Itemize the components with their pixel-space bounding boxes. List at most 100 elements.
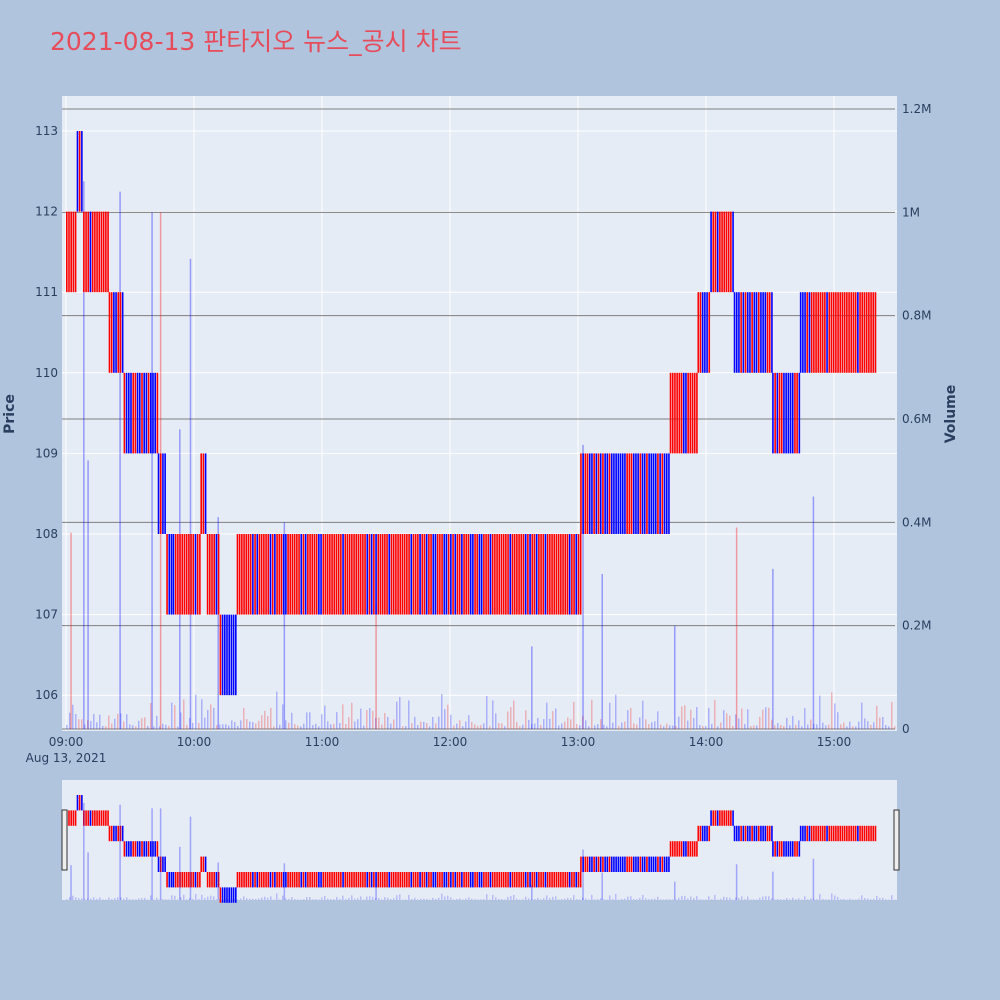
volume-bar bbox=[684, 705, 686, 729]
volume-bar bbox=[831, 692, 833, 729]
main-plot-area[interactable] bbox=[62, 96, 897, 731]
mini-candle bbox=[401, 872, 404, 888]
candle bbox=[249, 534, 252, 615]
mini-volume-bar bbox=[840, 899, 842, 900]
volume-bar bbox=[771, 719, 773, 729]
volume-bar bbox=[894, 726, 896, 729]
mini-candle bbox=[168, 872, 171, 888]
candle bbox=[874, 292, 877, 373]
mini-candle bbox=[215, 872, 218, 888]
candle bbox=[337, 534, 340, 615]
mini-volume-bar bbox=[195, 893, 197, 900]
candle bbox=[821, 292, 824, 373]
mini-volume-bar bbox=[879, 897, 881, 900]
volume-bar bbox=[402, 726, 404, 729]
mini-candle bbox=[196, 872, 199, 888]
volume-bar bbox=[663, 726, 665, 729]
mini-candle bbox=[799, 825, 802, 842]
volume-bar bbox=[195, 694, 197, 729]
volume-bar bbox=[111, 723, 113, 729]
mini-candle bbox=[701, 825, 704, 842]
mini-candle bbox=[802, 825, 804, 842]
mini-candle bbox=[434, 872, 437, 888]
candle bbox=[804, 292, 806, 373]
candle bbox=[529, 534, 531, 615]
volume-bar bbox=[357, 719, 359, 729]
mini-volume-bar bbox=[690, 896, 692, 900]
mini-volume-bar bbox=[843, 898, 845, 900]
mini-candle bbox=[828, 825, 831, 842]
mini-candle bbox=[839, 825, 842, 842]
volume-bar bbox=[339, 722, 341, 729]
candle bbox=[535, 534, 538, 615]
candle bbox=[584, 453, 587, 534]
candle bbox=[320, 534, 322, 615]
mini-volume-bar bbox=[399, 894, 401, 900]
candle bbox=[573, 534, 575, 615]
mini-candle bbox=[742, 825, 745, 842]
mini-candle bbox=[311, 872, 314, 888]
mini-volume-bar bbox=[321, 897, 323, 900]
mini-candle bbox=[291, 872, 294, 888]
mini-volume-bar bbox=[240, 898, 242, 900]
mini-volume-bar bbox=[714, 894, 716, 900]
candle bbox=[329, 534, 331, 615]
volume-bar bbox=[732, 725, 734, 729]
candle bbox=[211, 534, 213, 615]
mini-volume-bar bbox=[885, 899, 887, 900]
volume-bar bbox=[774, 725, 776, 729]
volume-bar bbox=[144, 717, 146, 729]
mini-volume-bar bbox=[555, 896, 557, 900]
mini-volume-spike bbox=[119, 804, 121, 900]
candle bbox=[134, 372, 137, 454]
mini-candle bbox=[868, 825, 870, 842]
candle bbox=[841, 292, 844, 373]
candle bbox=[861, 292, 864, 373]
mini-volume-bar bbox=[426, 898, 428, 900]
mini-candle bbox=[392, 872, 395, 888]
mini-volume-bar bbox=[261, 897, 263, 900]
candle bbox=[635, 453, 637, 534]
mini-volume-bar bbox=[882, 897, 884, 900]
mini-volume-bar bbox=[138, 898, 140, 900]
mini-volume-spike bbox=[674, 881, 676, 900]
mini-candle bbox=[542, 872, 545, 888]
candle bbox=[375, 534, 377, 615]
candle bbox=[870, 292, 872, 373]
range-slider-left-handle[interactable] bbox=[61, 809, 68, 871]
mini-candle bbox=[520, 872, 523, 888]
mini-candle bbox=[498, 872, 501, 888]
candle bbox=[119, 292, 122, 373]
candle bbox=[304, 534, 307, 615]
mini-candle bbox=[289, 872, 292, 888]
x-tick-label: 11:00 bbox=[305, 735, 340, 749]
mini-candle bbox=[454, 872, 457, 888]
mini-volume-bar bbox=[720, 898, 722, 900]
mini-candle bbox=[630, 856, 633, 872]
range-slider-right-handle[interactable] bbox=[893, 809, 900, 871]
mini-candle bbox=[489, 872, 492, 888]
candle bbox=[159, 453, 162, 534]
mini-volume-bar bbox=[279, 899, 281, 900]
candle bbox=[794, 372, 796, 454]
y2-tick-label: 0.4M bbox=[902, 515, 931, 529]
volume-bar bbox=[627, 710, 629, 729]
volume-bar bbox=[867, 721, 869, 729]
mini-candle bbox=[615, 856, 617, 872]
candle bbox=[771, 292, 773, 373]
volume-bar bbox=[573, 701, 575, 729]
mini-candle bbox=[439, 872, 441, 888]
candle bbox=[379, 534, 382, 615]
mini-volume-bar bbox=[129, 899, 131, 900]
volume-bar bbox=[792, 715, 794, 729]
candle bbox=[425, 534, 428, 615]
mini-candle bbox=[107, 810, 109, 826]
volume-spike bbox=[772, 568, 774, 729]
mini-volume-spike bbox=[83, 802, 85, 900]
candle bbox=[408, 534, 410, 615]
mini-candle bbox=[865, 825, 868, 842]
candle bbox=[723, 211, 726, 293]
mini-candle bbox=[202, 856, 205, 872]
candle bbox=[693, 372, 696, 454]
